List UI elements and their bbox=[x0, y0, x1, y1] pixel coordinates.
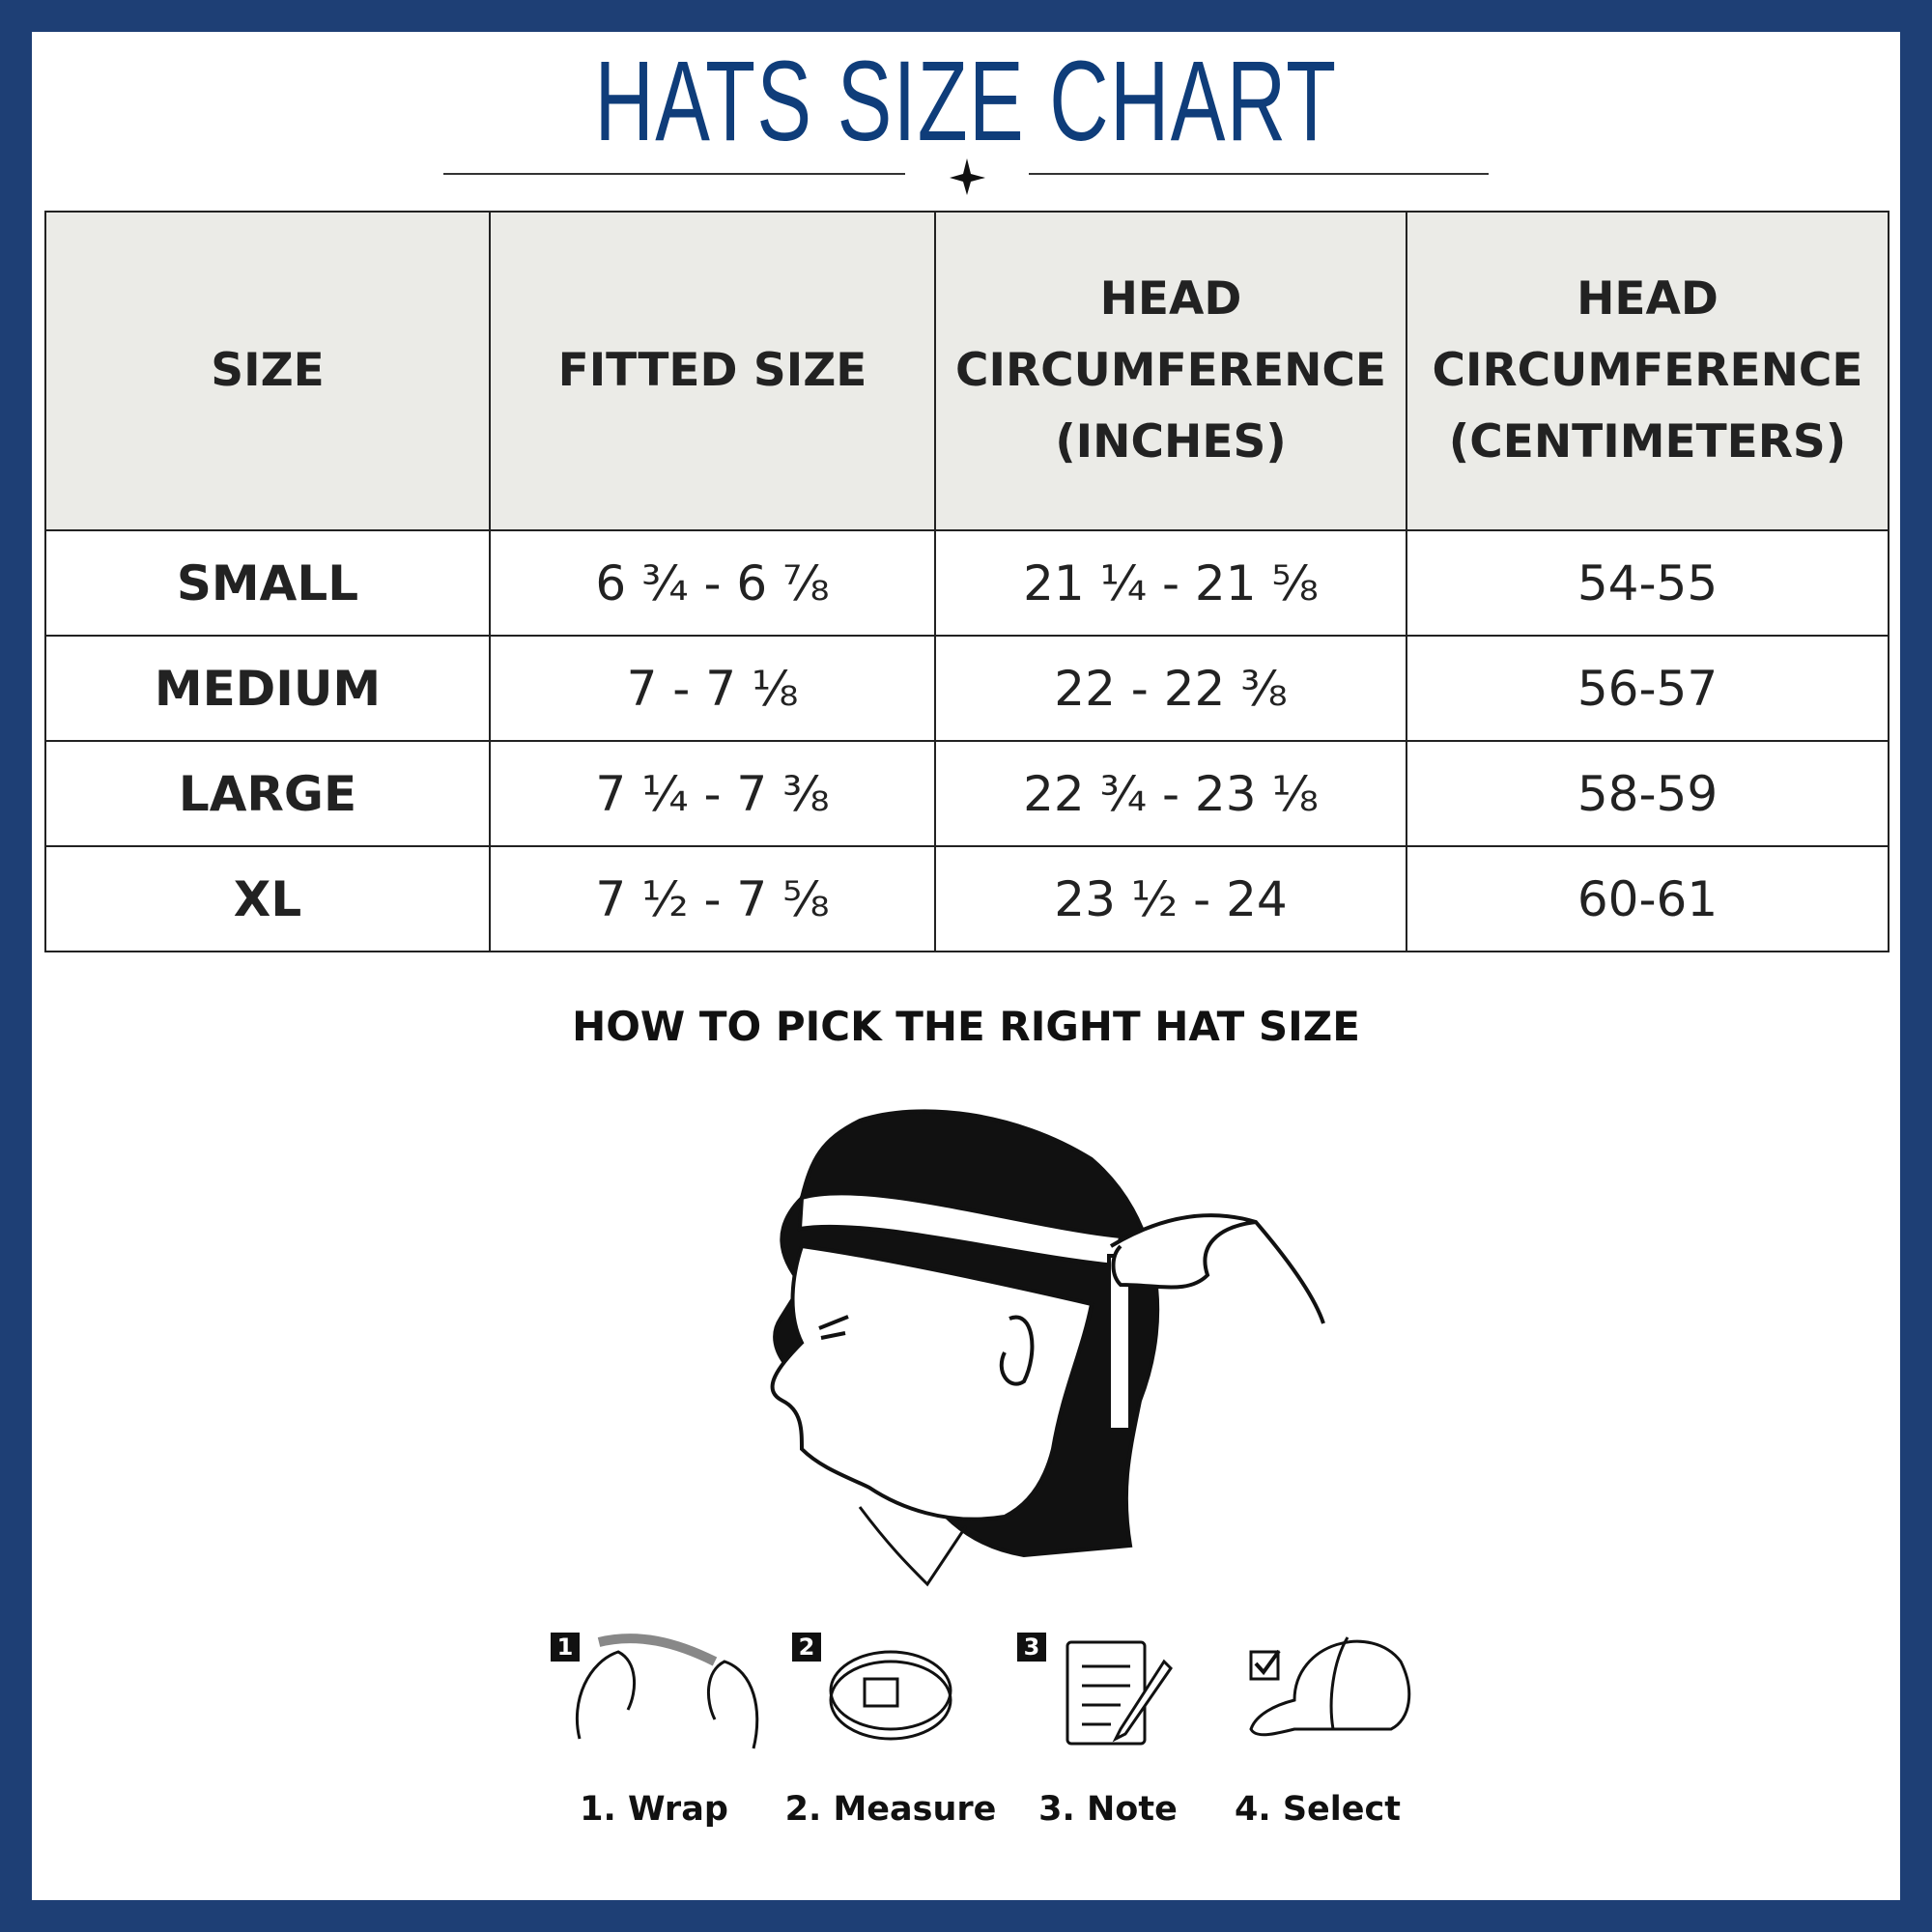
header-line: FITTED SIZE bbox=[557, 344, 867, 397]
table-row: LARGE 7 ¼ - 7 ⅜ 22 ¾ - 23 ⅛ 58-59 bbox=[44, 740, 1889, 847]
table-row: XL 7 ½ - 7 ⅝ 23 ½ - 24 60-61 bbox=[44, 845, 1889, 952]
title: HATS SIZE CHART bbox=[594, 38, 1338, 165]
header-line: HEAD bbox=[1099, 272, 1242, 326]
step-badge: 3 bbox=[1017, 1633, 1046, 1662]
value-cell: 22 - 22 ⅜ bbox=[934, 635, 1407, 742]
header-line: SIZE bbox=[211, 344, 325, 397]
value-cell: 7 ½ - 7 ⅝ bbox=[489, 845, 936, 952]
value-cell: 7 - 7 ⅛ bbox=[489, 635, 936, 742]
size-cell: SMALL bbox=[44, 529, 491, 637]
value-cell: 21 ¼ - 21 ⅝ bbox=[934, 529, 1407, 637]
value-cell: 23 ½ - 24 bbox=[934, 845, 1407, 952]
guide-heading: HOW TO PICK THE RIGHT HAT SIZE bbox=[572, 1003, 1360, 1050]
header-cell: SIZE bbox=[44, 211, 491, 531]
step-label: 2. Measure bbox=[784, 1790, 997, 1829]
header-line: CIRCUMFERENCE bbox=[954, 344, 1387, 397]
size-cell: LARGE bbox=[44, 740, 491, 847]
header-line: (CENTIMETERS) bbox=[1448, 415, 1847, 469]
value-cell: 54-55 bbox=[1406, 529, 1889, 637]
step-label: 4. Select bbox=[1235, 1790, 1401, 1829]
size-cell: XL bbox=[44, 845, 491, 952]
header-row: SIZE FITTED SIZE HEAD CIRCUMFERENCE (INCHES)… bbox=[44, 211, 1889, 531]
step-badge: 2 bbox=[792, 1633, 821, 1662]
table-row: SMALL 6 ¾ - 6 ⅞ 21 ¼ - 21 ⅝ 54-55 bbox=[44, 529, 1889, 637]
header-line: HEAD bbox=[1577, 272, 1719, 326]
value-cell: 7 ¼ - 7 ⅜ bbox=[489, 740, 936, 847]
value-cell: 22 ¾ - 23 ⅛ bbox=[934, 740, 1407, 847]
value-cell: 60-61 bbox=[1406, 845, 1889, 952]
header-line: (INCHES) bbox=[1055, 415, 1287, 469]
table-row: MEDIUM 7 - 7 ⅛ 22 - 22 ⅜ 56-57 bbox=[44, 635, 1889, 742]
step-label: 3. Note bbox=[1038, 1790, 1178, 1829]
header-cell: HEAD CIRCUMFERENCE (CENTIMETERS) bbox=[1406, 211, 1889, 531]
head-illustration bbox=[770, 1109, 1325, 1587]
step-icons bbox=[575, 1634, 1411, 1749]
header-line: CIRCUMFERENCE bbox=[1432, 344, 1863, 397]
size-cell: MEDIUM bbox=[44, 635, 491, 742]
value-cell: 6 ¾ - 6 ⅞ bbox=[489, 529, 936, 637]
value-cell: 58-59 bbox=[1406, 740, 1889, 847]
size-table: SIZE FITTED SIZE HEAD CIRCUMFERENCE (INCHES)… bbox=[44, 211, 1889, 952]
value-cell: 56-57 bbox=[1406, 635, 1889, 742]
step-label: 1. Wrap bbox=[580, 1790, 728, 1829]
header-cell: HEAD CIRCUMFERENCE (INCHES) bbox=[934, 211, 1407, 531]
step-badge: 1 bbox=[551, 1633, 580, 1662]
header-cell: FITTED SIZE bbox=[489, 211, 936, 531]
